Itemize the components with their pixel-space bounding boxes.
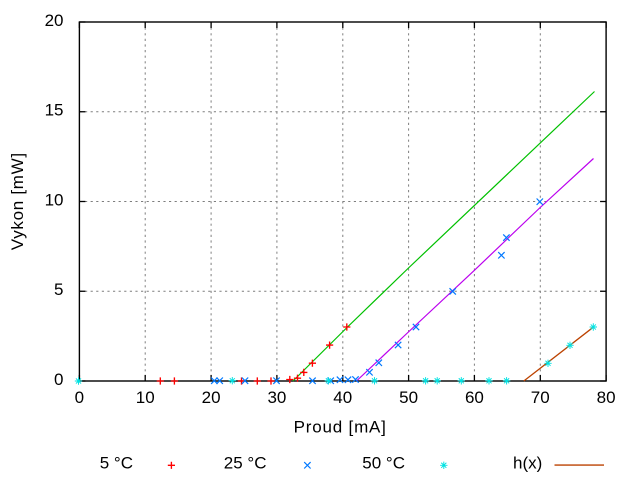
svg-text:Proud [mA]: Proud [mA] <box>294 418 387 437</box>
svg-text:Vykon [mW]: Vykon [mW] <box>8 152 27 250</box>
svg-text:5 °C: 5 °C <box>100 454 133 473</box>
svg-text:70: 70 <box>531 388 550 407</box>
svg-text:10: 10 <box>45 190 64 209</box>
svg-text:50 °C: 50 °C <box>362 454 405 473</box>
svg-text:30: 30 <box>267 388 286 407</box>
svg-text:25 °C: 25 °C <box>224 454 267 473</box>
svg-text:0: 0 <box>54 370 63 389</box>
svg-text:60: 60 <box>465 388 484 407</box>
svg-text:h(x): h(x) <box>513 454 542 473</box>
svg-text:20: 20 <box>45 11 64 30</box>
svg-text:20: 20 <box>202 388 221 407</box>
svg-text:15: 15 <box>45 101 64 120</box>
svg-text:80: 80 <box>597 388 616 407</box>
svg-text:40: 40 <box>333 388 352 407</box>
svg-text:10: 10 <box>136 388 155 407</box>
svg-text:0: 0 <box>75 388 84 407</box>
svg-text:5: 5 <box>54 280 63 299</box>
svg-text:50: 50 <box>399 388 418 407</box>
